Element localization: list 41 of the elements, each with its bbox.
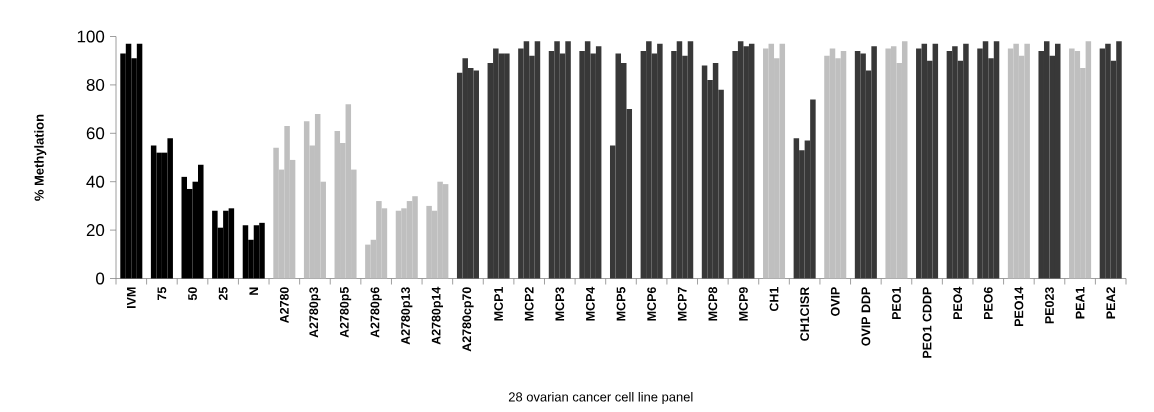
x-tick-label: MCP1 xyxy=(494,287,503,321)
x-tick-label: CH1CISR xyxy=(800,286,810,341)
x-tick-label: A2780p6 xyxy=(370,287,382,338)
x-tick-label: N xyxy=(249,287,259,295)
x-tick-label: MCP8 xyxy=(708,287,718,321)
x-tick-label: PEO14 xyxy=(1014,286,1024,327)
x-tick-label: A2780p5 xyxy=(339,287,352,338)
x-tick-label: 50 xyxy=(188,287,197,301)
x-tick-label: A2780 xyxy=(279,287,289,324)
x-axis-title: 28 ovarian cancer cell line panel xyxy=(508,392,693,405)
x-tick-label: MCP2 xyxy=(524,287,534,321)
x-tick-label: OVIP xyxy=(830,287,840,316)
x-tick-label: A2780p13 xyxy=(401,287,413,345)
x-tick-label: OVIP DDP xyxy=(861,287,871,346)
x-tick-label: MCP9 xyxy=(739,287,748,321)
x-tick-label: MCP7 xyxy=(677,287,687,321)
x-tick-label: MCP6 xyxy=(647,287,657,321)
x-tick-label: PEO6 xyxy=(983,287,993,320)
x-tick-label: PEA2 xyxy=(1106,287,1116,319)
x-tick-label: A2780cp70 xyxy=(462,287,474,352)
x-tick-label: CH1 xyxy=(769,287,779,312)
x-tick-label: A2780p3 xyxy=(309,287,321,338)
y-tick-label: 0 xyxy=(96,272,105,285)
x-tick-label: PE023 xyxy=(1045,287,1054,324)
x-tick-label: PEO1 xyxy=(892,287,901,320)
y-tick-label: 40 xyxy=(86,175,105,188)
y-tick-label: 80 xyxy=(86,78,105,91)
y-tick-label: 20 xyxy=(86,224,105,237)
x-tick-label: PEO4 xyxy=(953,286,963,320)
x-tick-label: A2780p14 xyxy=(431,286,443,345)
x-tick-label: PEA1 xyxy=(1075,287,1085,319)
x-tick-label: MCP5 xyxy=(616,287,626,321)
x-tick-label: IVM xyxy=(127,287,136,309)
x-tick-label: 25 xyxy=(218,287,228,301)
y-tick-label: 100 xyxy=(77,30,105,43)
y-tick-label: 60 xyxy=(86,127,105,140)
x-tick-label: 75 xyxy=(157,287,167,301)
y-axis-title: % Methylation xyxy=(34,114,47,201)
x-tick-label: MCP3 xyxy=(555,287,565,321)
x-tick-label: MCP4 xyxy=(586,286,595,321)
x-tick-label: PEO1 CDDP xyxy=(922,287,932,358)
